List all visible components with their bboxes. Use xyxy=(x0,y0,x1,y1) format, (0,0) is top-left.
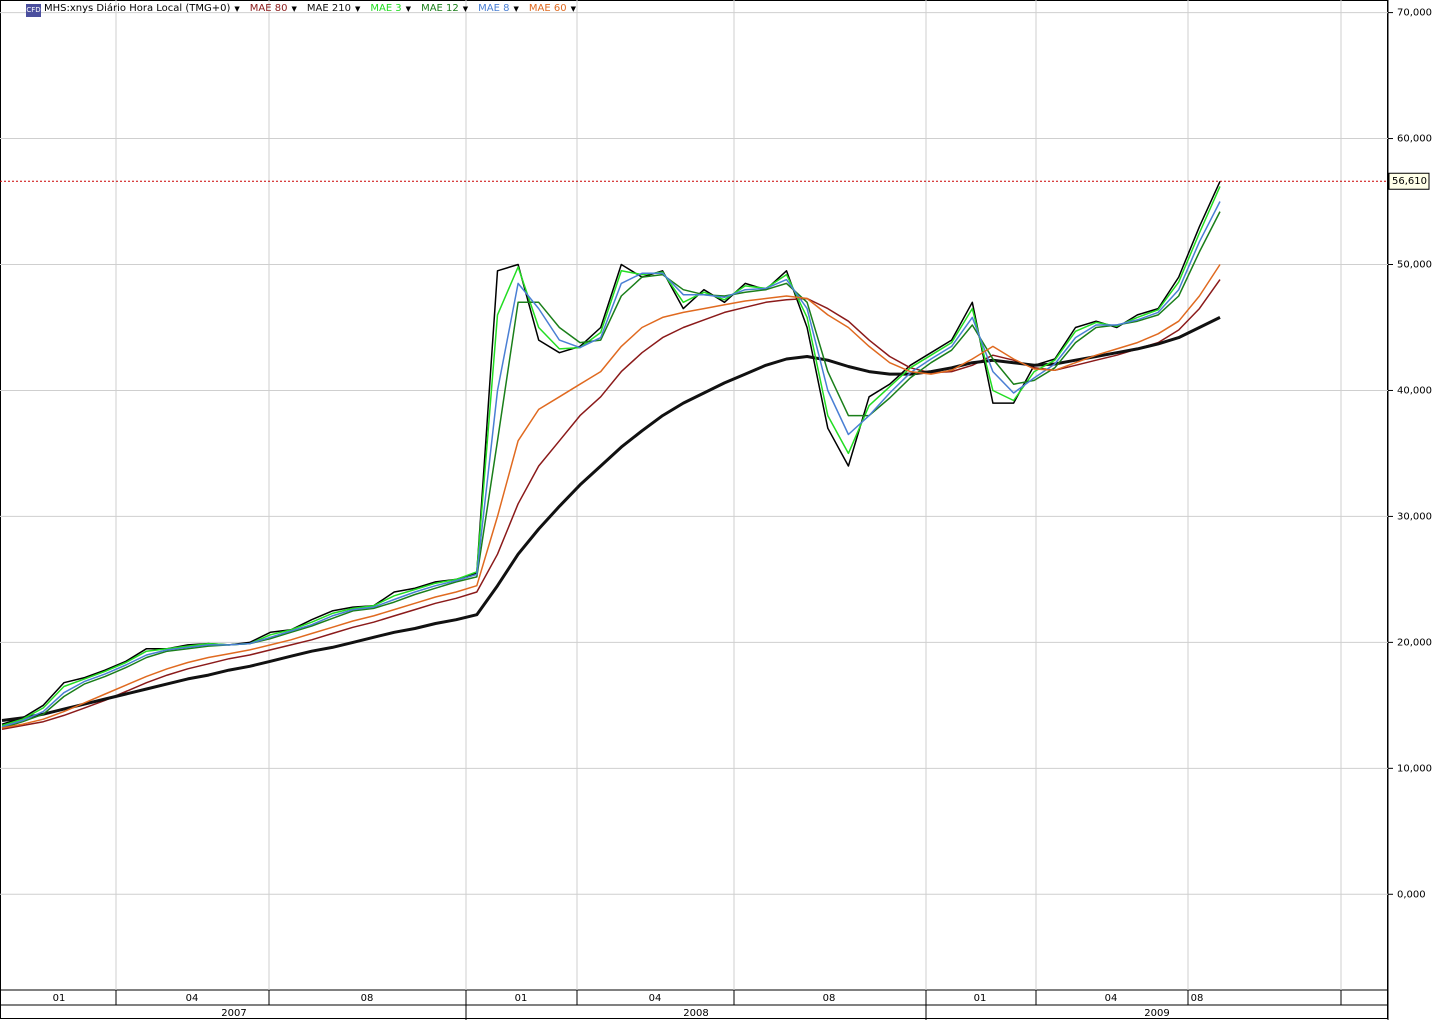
dropdown-arrow[interactable]: ▼ xyxy=(354,4,361,13)
y-tick-label: 60,000 xyxy=(1397,134,1432,145)
legend-label: MAE 60 xyxy=(528,3,567,14)
legend-item[interactable]: MAE 8 ▼ xyxy=(478,3,519,14)
legend-item[interactable]: MAE 210 ▼ xyxy=(307,3,360,14)
month-label: 08 xyxy=(823,993,836,1004)
legend-label: MAE 12 xyxy=(421,3,459,14)
dropdown-arrow[interactable]: ▼ xyxy=(291,4,297,13)
month-label: 04 xyxy=(649,993,662,1004)
legend-label: MAE 210 xyxy=(306,3,351,14)
month-label: 01 xyxy=(53,993,66,1004)
series-line xyxy=(1,201,1221,728)
legend-label: MHS:xnys Diário Hora Local (TMG+0) xyxy=(44,3,231,14)
cfd-icon: CFD xyxy=(26,4,41,17)
y-tick-label: 40,000 xyxy=(1397,385,1432,396)
month-label: 01 xyxy=(515,993,528,1004)
y-tick-label: 50,000 xyxy=(1397,260,1432,271)
month-label: 08 xyxy=(361,993,374,1004)
dropdown-arrow[interactable]: ▼ xyxy=(405,4,412,13)
y-tick-label: 0,000 xyxy=(1397,889,1426,900)
series-line xyxy=(1,264,1221,729)
y-tick-label: 30,000 xyxy=(1397,511,1432,522)
year-label: 2008 xyxy=(683,1008,708,1019)
legend-item[interactable]: MHS:xnys Diário Hora Local (TMG+0) ▼ xyxy=(44,3,240,14)
month-label: 04 xyxy=(1105,993,1118,1004)
frame xyxy=(0,0,1388,1019)
y-tick-label: 10,000 xyxy=(1397,763,1432,774)
legend-item[interactable]: MAE 3 ▼ xyxy=(370,3,411,14)
month-label: 04 xyxy=(186,993,199,1004)
y-tick-label: 70,000 xyxy=(1397,8,1432,19)
legend-item[interactable]: MAE 80 ▼ xyxy=(250,3,297,14)
last-price-label: 56,610 xyxy=(1392,176,1427,187)
dropdown-arrow[interactable]: ▼ xyxy=(462,4,469,13)
year-label: 2009 xyxy=(1144,1008,1169,1019)
series-line xyxy=(1,316,1221,722)
legend-item[interactable]: MAE 12 ▼ xyxy=(421,3,468,14)
dropdown-arrow[interactable]: ▼ xyxy=(234,4,240,13)
legend: MHS:xnys Diário Hora Local (TMG+0) ▼ MAE 8… xyxy=(44,3,576,14)
legend-label: MAE 80 xyxy=(249,3,288,14)
legend-item[interactable]: MAE 60 ▼ xyxy=(529,3,576,14)
dropdown-arrow[interactable]: ▼ xyxy=(570,4,576,13)
dropdown-arrow[interactable]: ▼ xyxy=(513,4,519,13)
series-line xyxy=(1,186,1221,727)
y-tick-label: 20,000 xyxy=(1397,637,1432,648)
month-label: 01 xyxy=(974,993,987,1004)
legend-label: MAE 3 xyxy=(370,3,402,14)
last-price-box xyxy=(1388,172,1430,190)
year-label: 2007 xyxy=(221,1008,246,1019)
series-line xyxy=(1,279,1221,731)
series-line xyxy=(1,211,1221,729)
month-label: 08 xyxy=(1191,993,1204,1004)
legend-label: MAE 8 xyxy=(478,3,510,14)
